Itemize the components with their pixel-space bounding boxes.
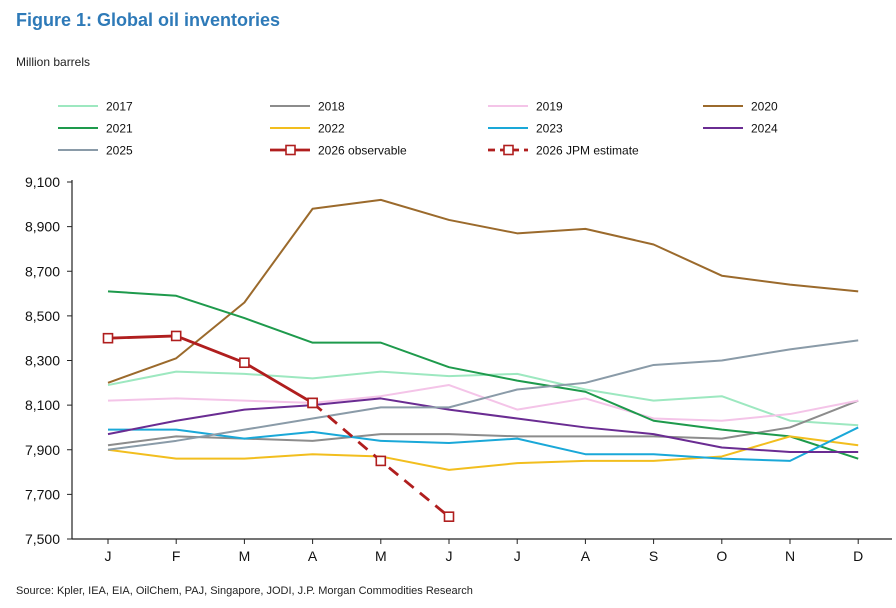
x-tick-label: J [446,548,453,564]
series-2024 [107,397,859,453]
series-2026-jpm-estimate [307,397,455,522]
series-line-2020 [107,198,859,384]
x-tick-label: S [649,548,658,564]
legend-item-2025: 2025 [58,144,133,158]
x-tick-label: N [785,548,795,564]
legend-label: 2025 [106,144,133,158]
axes: 9,100 8,900 8,700 8,500 8,300 8,100 7,900 7,700… [25,174,892,564]
legend-label: 2022 [318,122,345,136]
legend-item-2019: 2019 [488,100,563,114]
legend-item-2022: 2022 [270,122,345,136]
source-note: Source: Kpler, IEA, EIA, OilChem, PAJ, S… [16,585,473,597]
x-tick-label: A [581,548,591,564]
x-tick-label: J [105,548,112,564]
series-2020 [107,198,859,384]
series-2025 [107,339,859,451]
x-tick-label: A [308,548,318,564]
legend-label: 2017 [106,100,133,114]
y-tick-label: 8,700 [25,263,60,279]
data-point-marker [307,397,318,409]
x-tick-label: M [239,548,251,564]
y-tick-label: 8,300 [25,353,60,369]
series-lines [102,198,859,522]
series-2019 [107,384,859,422]
chart-title: Figure 1: Global oil inventories [16,10,281,30]
series-2026-observable [102,330,318,409]
y-tick-label: 8,100 [25,397,60,413]
legend-item-2020: 2020 [703,100,778,114]
series-2017 [107,370,859,427]
legend-item-2026-jpm-estimate: 2026 JPM estimate [488,144,639,158]
legend-item-2023: 2023 [488,122,563,136]
y-tick-label: 8,500 [25,308,60,324]
x-tick-label: D [853,548,863,564]
data-point-marker [102,332,114,344]
legend-label: 2026 observable [318,144,407,158]
series-line-2023 [108,426,859,462]
series-line-2024 [107,397,859,453]
legend: 2017 2018 2019 2020 2021 2022 2023 2024 2025 2026… [58,100,778,158]
series-2022 [107,435,859,471]
x-tick-label: O [716,548,727,564]
data-point-marker [375,455,387,467]
series-2021 [107,290,859,460]
legend-label: 2024 [751,122,778,136]
series-line-2017 [107,370,859,427]
legend-marker [503,144,514,156]
series-line-2025 [107,339,859,451]
series-2023 [108,426,859,462]
series-2018 [107,399,859,447]
data-point-marker [170,330,182,342]
legend-item-2017: 2017 [58,100,133,114]
legend-label: 2023 [536,122,563,136]
legend-marker [285,144,296,156]
legend-label: 2018 [318,100,345,114]
legend-item-2026-observable: 2026 observable [270,144,407,158]
series-line-2018 [107,399,859,447]
legend-label: 2026 JPM estimate [536,144,639,158]
series-line-2026-observable [107,334,314,405]
legend-item-2018: 2018 [270,100,345,114]
x-tick-label: F [172,548,181,564]
series-line-2021 [107,290,859,460]
legend-item-2024: 2024 [703,122,778,136]
legend-label: 2019 [536,100,563,114]
data-point-marker [443,511,455,522]
y-tick-label: 7,500 [25,531,60,547]
x-tick-label: J [514,548,521,564]
data-point-marker [239,357,250,369]
x-tick-label: M [375,548,387,564]
y-axis-unit-label: Million barrels [16,55,91,69]
legend-label: 2020 [751,100,778,114]
y-tick-label: 7,900 [25,442,60,458]
y-tick-label: 9,100 [25,174,60,190]
y-tick-label: 7,700 [25,486,60,502]
y-tick-label: 8,900 [25,219,60,235]
legend-label: 2021 [106,122,133,136]
series-line-2019 [107,384,859,422]
series-line-2022 [107,435,859,471]
legend-item-2021: 2021 [58,122,133,136]
